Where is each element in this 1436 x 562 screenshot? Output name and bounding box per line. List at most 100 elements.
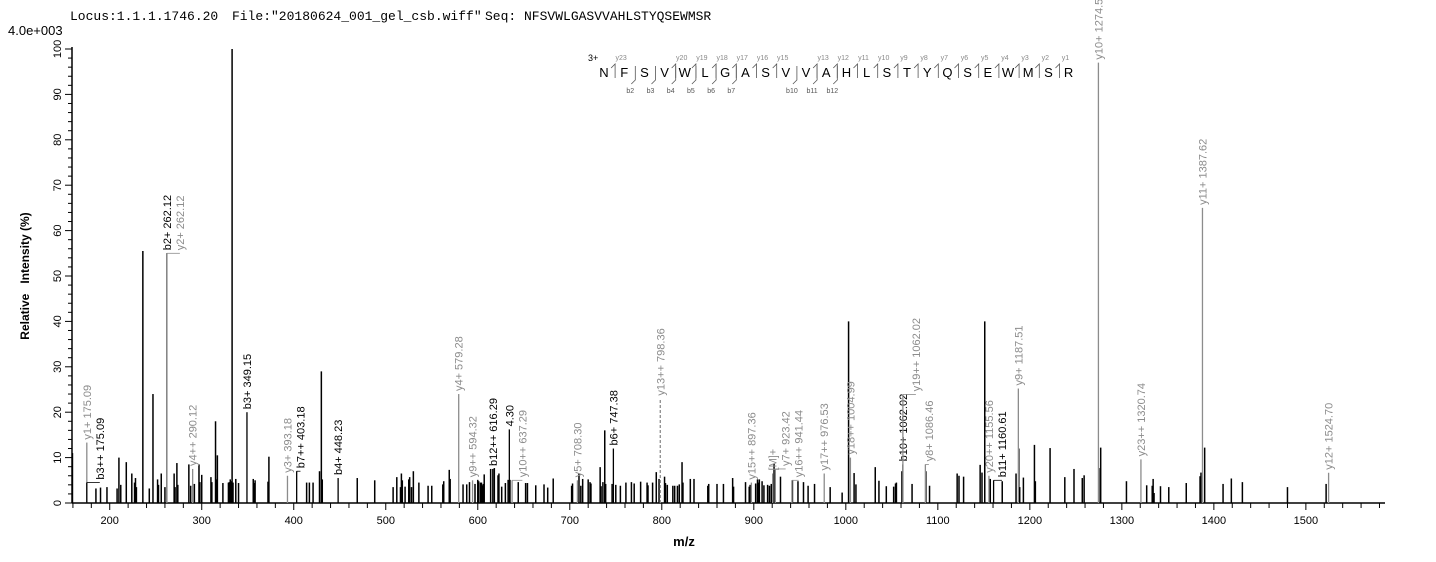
peaks [71, 49, 1327, 503]
peak-label: b10+ 1062.02 [898, 394, 910, 462]
y-ion-label: y17 [737, 55, 748, 62]
x-tick-label: 1000 [834, 515, 858, 527]
y-ion-label: y15 [777, 55, 788, 62]
b-ion-label: b2 [626, 88, 634, 95]
peak-label: b2+ 262.12 [162, 195, 174, 250]
residue: V [781, 65, 790, 80]
y-cleavage-mark [833, 63, 838, 78]
peak-label: b11+ 1160.61 [997, 411, 1009, 477]
y-ion-label: y5 [981, 55, 989, 62]
x-tick-label: 500 [377, 515, 395, 527]
residue: V [802, 65, 811, 80]
peak-label: b3+ 349.15 [242, 354, 254, 409]
y-tick-label: 40 [52, 315, 64, 327]
x-tick-label: 900 [745, 515, 763, 527]
residue: R [1064, 65, 1073, 80]
peak-label: y11+ 1387.62 [1197, 139, 1209, 205]
peak-label: b4+ 448.23 [333, 420, 345, 475]
residue: G [720, 65, 730, 80]
peak-label: y13++ 798.36 [655, 328, 667, 395]
peak-label: y7+ 923.42 [781, 411, 793, 466]
y-cleavage-mark [974, 63, 980, 78]
y-cleavage-mark [873, 63, 879, 78]
residue: W [679, 65, 692, 80]
y-ion-label: y12 [838, 55, 849, 62]
locus-text: Locus:1.1.1.1746.20 [70, 9, 218, 24]
peak-label: 4.30 [504, 405, 516, 426]
peak-label: b3++ 175.09 [95, 418, 107, 480]
x-axis-label: m/z [673, 534, 695, 549]
y-tick-label: 10 [52, 451, 64, 463]
residue: W [1002, 65, 1015, 80]
x-tick-label: 600 [469, 515, 487, 527]
peak-label: y16++ 941.44 [794, 410, 806, 477]
y-cleavage-mark [711, 63, 717, 78]
y-ion-label: y11 [858, 55, 869, 62]
y-cleavage-mark [954, 63, 959, 78]
residue: L [701, 65, 708, 80]
y-tick-label: 30 [52, 361, 64, 373]
peak-label: y10+ 1274.54 [1093, 0, 1105, 60]
y-cleavage-mark [893, 63, 899, 78]
file-text: File:"20180624_001_gel_csb.wiff" [232, 9, 482, 24]
peak-label: [M]+ [768, 449, 780, 471]
y-tick-label: 50 [52, 270, 64, 282]
y-ion-label: y18 [716, 55, 727, 62]
y-ion-label: y8 [920, 55, 928, 62]
peak-label: b6+ 747.38 [608, 390, 620, 445]
y-tick-label: 20 [52, 406, 64, 418]
b-ion-label: b11 [807, 88, 818, 95]
peak-label: y9+ 1187.51 [1013, 325, 1025, 385]
x-tick-label: 1300 [1110, 515, 1134, 527]
y-tick-label: 90 [52, 88, 64, 100]
y-cleavage-mark [1055, 63, 1060, 78]
peak-label: y17++ 976.53 [819, 403, 831, 470]
peak-label: y18++ 1004.99 [845, 381, 857, 454]
residue: H [842, 65, 851, 80]
x-tick-label: 1400 [1202, 515, 1226, 527]
b-cleavage-mark [651, 66, 656, 85]
b-cleavage-mark [691, 66, 697, 85]
residue: M [1023, 65, 1034, 80]
y-cleavage-mark [610, 63, 616, 78]
peak-label: y4+ 579.28 [454, 336, 466, 391]
b-cleavage-mark [631, 66, 636, 85]
b-cleavage-mark [812, 66, 818, 85]
b-ion-label: b12 [826, 88, 838, 95]
y-cleavage-mark [772, 63, 778, 78]
charge-label: 3+ [588, 53, 598, 63]
y-ion-label: y1 [1062, 55, 1070, 62]
residue: L [863, 65, 870, 80]
y-cleavage-mark [671, 63, 677, 78]
residue: V [660, 65, 669, 80]
residue: F [620, 65, 628, 80]
peak-label: y2+ 262.12 [175, 196, 187, 251]
peak-label: y9++ 594.32 [468, 416, 480, 477]
y-cleavage-mark [1014, 63, 1020, 78]
y-ion-label: y20 [676, 55, 687, 62]
residue: Y [923, 65, 932, 80]
b-cleavage-mark [792, 66, 798, 85]
b-cleavage-mark [711, 66, 717, 85]
y-cleavage-mark [752, 63, 757, 78]
residue: Q [942, 65, 952, 80]
y-cleavage-mark [812, 63, 818, 78]
peak-label: y15++ 897.36 [746, 412, 758, 479]
x-tick-label: 300 [193, 515, 211, 527]
intensity-scale: 4.0e+003 [8, 23, 63, 38]
peak-label: y10++ 637.29 [517, 410, 529, 477]
peak-label: y20++ 1155.56 [984, 400, 996, 473]
y-cleavage-mark [853, 63, 858, 78]
y-ion-label: y23 [615, 55, 626, 62]
y-tick-label: 0 [52, 500, 64, 506]
y-ion-label: y3 [1021, 55, 1029, 62]
y-ion-label: y10 [878, 55, 889, 62]
x-tick-label: 400 [285, 515, 303, 527]
y-ion-label: y4 [1001, 55, 1009, 62]
residue: S [882, 65, 891, 80]
y-axis-label: Relative Intensity (%) [18, 212, 32, 339]
y-tick-label: 80 [52, 134, 64, 146]
residue: T [903, 65, 911, 80]
